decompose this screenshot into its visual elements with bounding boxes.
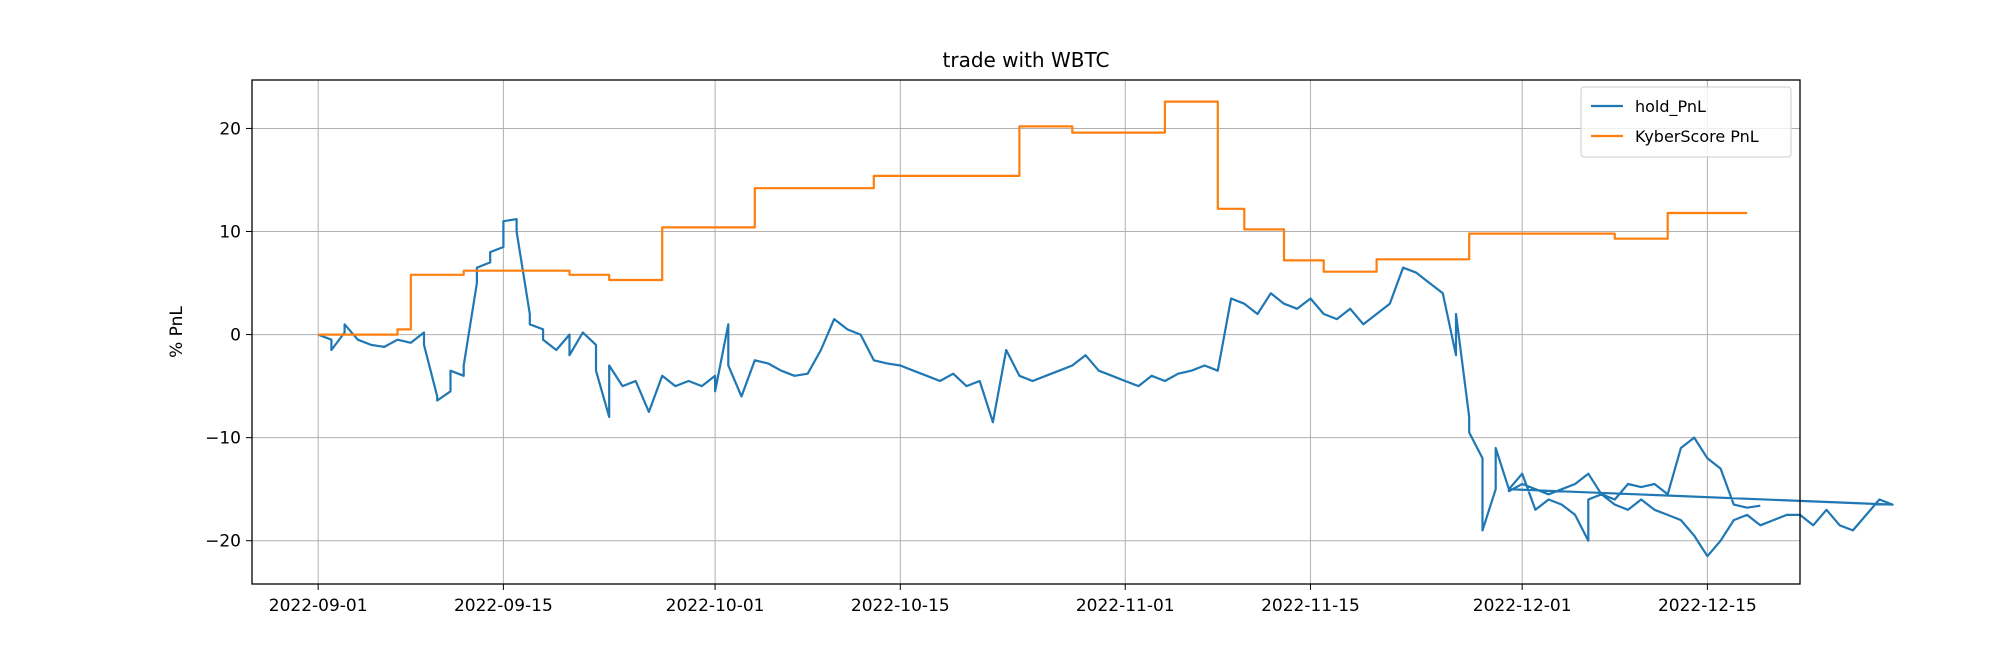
legend: hold_PnL KyberScore PnL (1580, 86, 1792, 158)
y-axis-ticks: −20 −10 0 10 20 (205, 119, 252, 552)
y-tick-label: −10 (205, 429, 241, 449)
x-axis-ticks: 2022-09-01 2022-09-15 2022-10-01 2022-10-15… (269, 584, 1757, 616)
y-tick-label: 20 (219, 119, 241, 139)
x-tick-label: 2022-12-01 (1473, 596, 1572, 616)
grid-lines (252, 80, 1800, 584)
series-line-kyberscore-pnl (318, 100, 1748, 336)
x-tick-label: 2022-11-15 (1261, 596, 1360, 616)
x-tick-label: 2022-12-15 (1658, 596, 1757, 616)
x-tick-label: 2022-11-01 (1076, 596, 1175, 616)
legend-label: hold_PnL (1635, 97, 1706, 117)
y-tick-label: −20 (205, 532, 241, 552)
legend-box (1580, 86, 1792, 158)
x-tick-label: 2022-10-01 (666, 596, 765, 616)
plot-frame (251, 79, 1801, 585)
y-tick-label: 0 (230, 326, 241, 346)
series-line-hold-pnl (317, 218, 1894, 558)
y-tick-label: 10 (219, 223, 241, 243)
series-lines (317, 100, 1894, 558)
x-tick-label: 2022-10-15 (851, 596, 950, 616)
chart-title: trade with WBTC (943, 48, 1110, 72)
x-tick-label: 2022-09-15 (454, 596, 553, 616)
x-tick-label: 2022-09-01 (269, 596, 368, 616)
legend-label: KyberScore PnL (1635, 127, 1759, 146)
y-axis-label: % PnL (167, 306, 187, 358)
